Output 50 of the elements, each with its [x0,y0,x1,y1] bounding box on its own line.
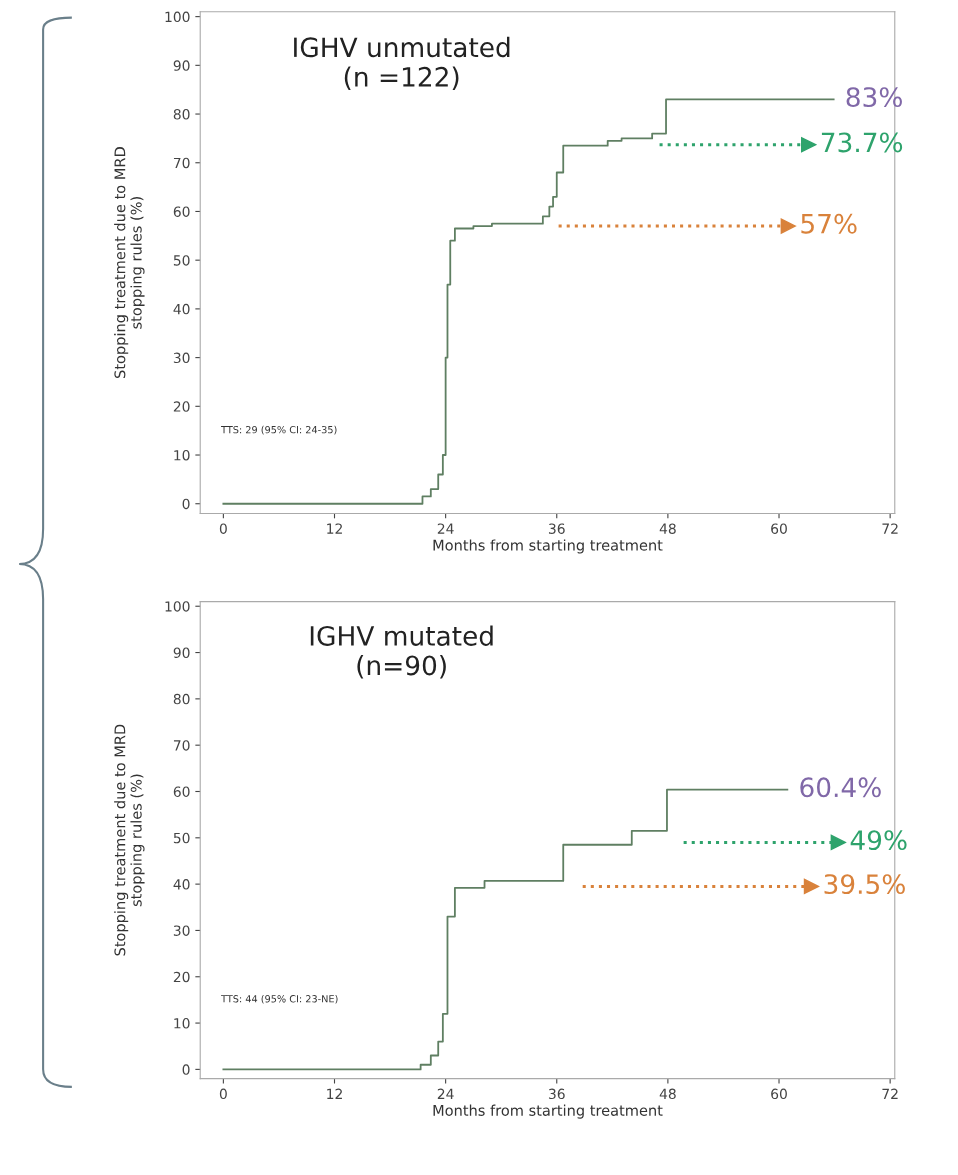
x-tick-label: 48 [659,523,676,534]
y-tick-label: 0 [182,1064,190,1075]
x-tick-label: 0 [219,523,227,534]
series-label: 49% [850,830,907,851]
y-tick-label: 20 [173,971,190,983]
y-axis-title: Stopping treatment due to MRD stopping rules (%) [114,724,145,956]
x-tick-label: 60 [771,523,787,534]
y-tick-label: 100 [165,601,190,612]
y-tick-label: 10 [174,449,190,461]
x-tick-label: 36 [548,523,565,534]
x-tick-label: 72 [882,523,898,534]
y-tick-label: 40 [173,879,190,890]
y-axis-title: Stopping treatment due to MRD stopping rules (%) [114,147,145,379]
y-tick-label: 80 [173,109,190,120]
series-label: 39.5% [824,874,905,895]
text: IGHV unmutated (n =122) [294,36,510,90]
annotation: TTS: 29 (95% CI: 24-35) [221,425,337,435]
y-tick-label: 50 [173,832,190,844]
y-tick-label: 90 [173,647,190,659]
y-tick-label: 70 [173,740,190,751]
y-tick-label: 40 [173,303,190,315]
y-tick-label: 0 [182,498,190,510]
annotation: TTS: 44 (95% CI: 23-NE) [221,994,338,1004]
x-tick-label: 24 [437,1088,454,1099]
x-tick-label: 72 [882,1088,898,1099]
series-label: 73.7% [821,132,903,153]
x-tick-label: 48 [659,1088,676,1100]
x-tick-label: 60 [771,1088,787,1100]
y-tick-label: 100 [165,11,190,23]
y-tick-label: 60 [173,206,190,217]
x-tick-label: 12 [327,523,342,534]
series-label: 60.4% [800,777,881,798]
y-tick-label: 10 [174,1018,190,1029]
text: IGHV mutated (n=90) [310,625,493,679]
series-label: 57% [801,213,857,234]
y-tick-label: 90 [173,60,190,71]
x-tick-label: 24 [437,523,454,534]
x-axis-title: Months from starting treatment [433,1104,663,1119]
y-tick-label: 80 [173,693,190,705]
y-tick-label: 30 [173,925,190,936]
y-tick-label: 30 [173,352,190,364]
y-tick-label: 50 [173,255,190,266]
x-axis-title: Months from starting treatment [433,539,663,554]
y-tick-label: 60 [173,786,190,797]
y-tick-label: 20 [173,401,190,412]
y-tick-label: 70 [173,157,190,169]
x-tick-label: 36 [548,1088,565,1100]
x-tick-label: 12 [327,1088,342,1099]
x-tick-label: 0 [219,1088,227,1100]
series-label: 83% [846,87,902,108]
